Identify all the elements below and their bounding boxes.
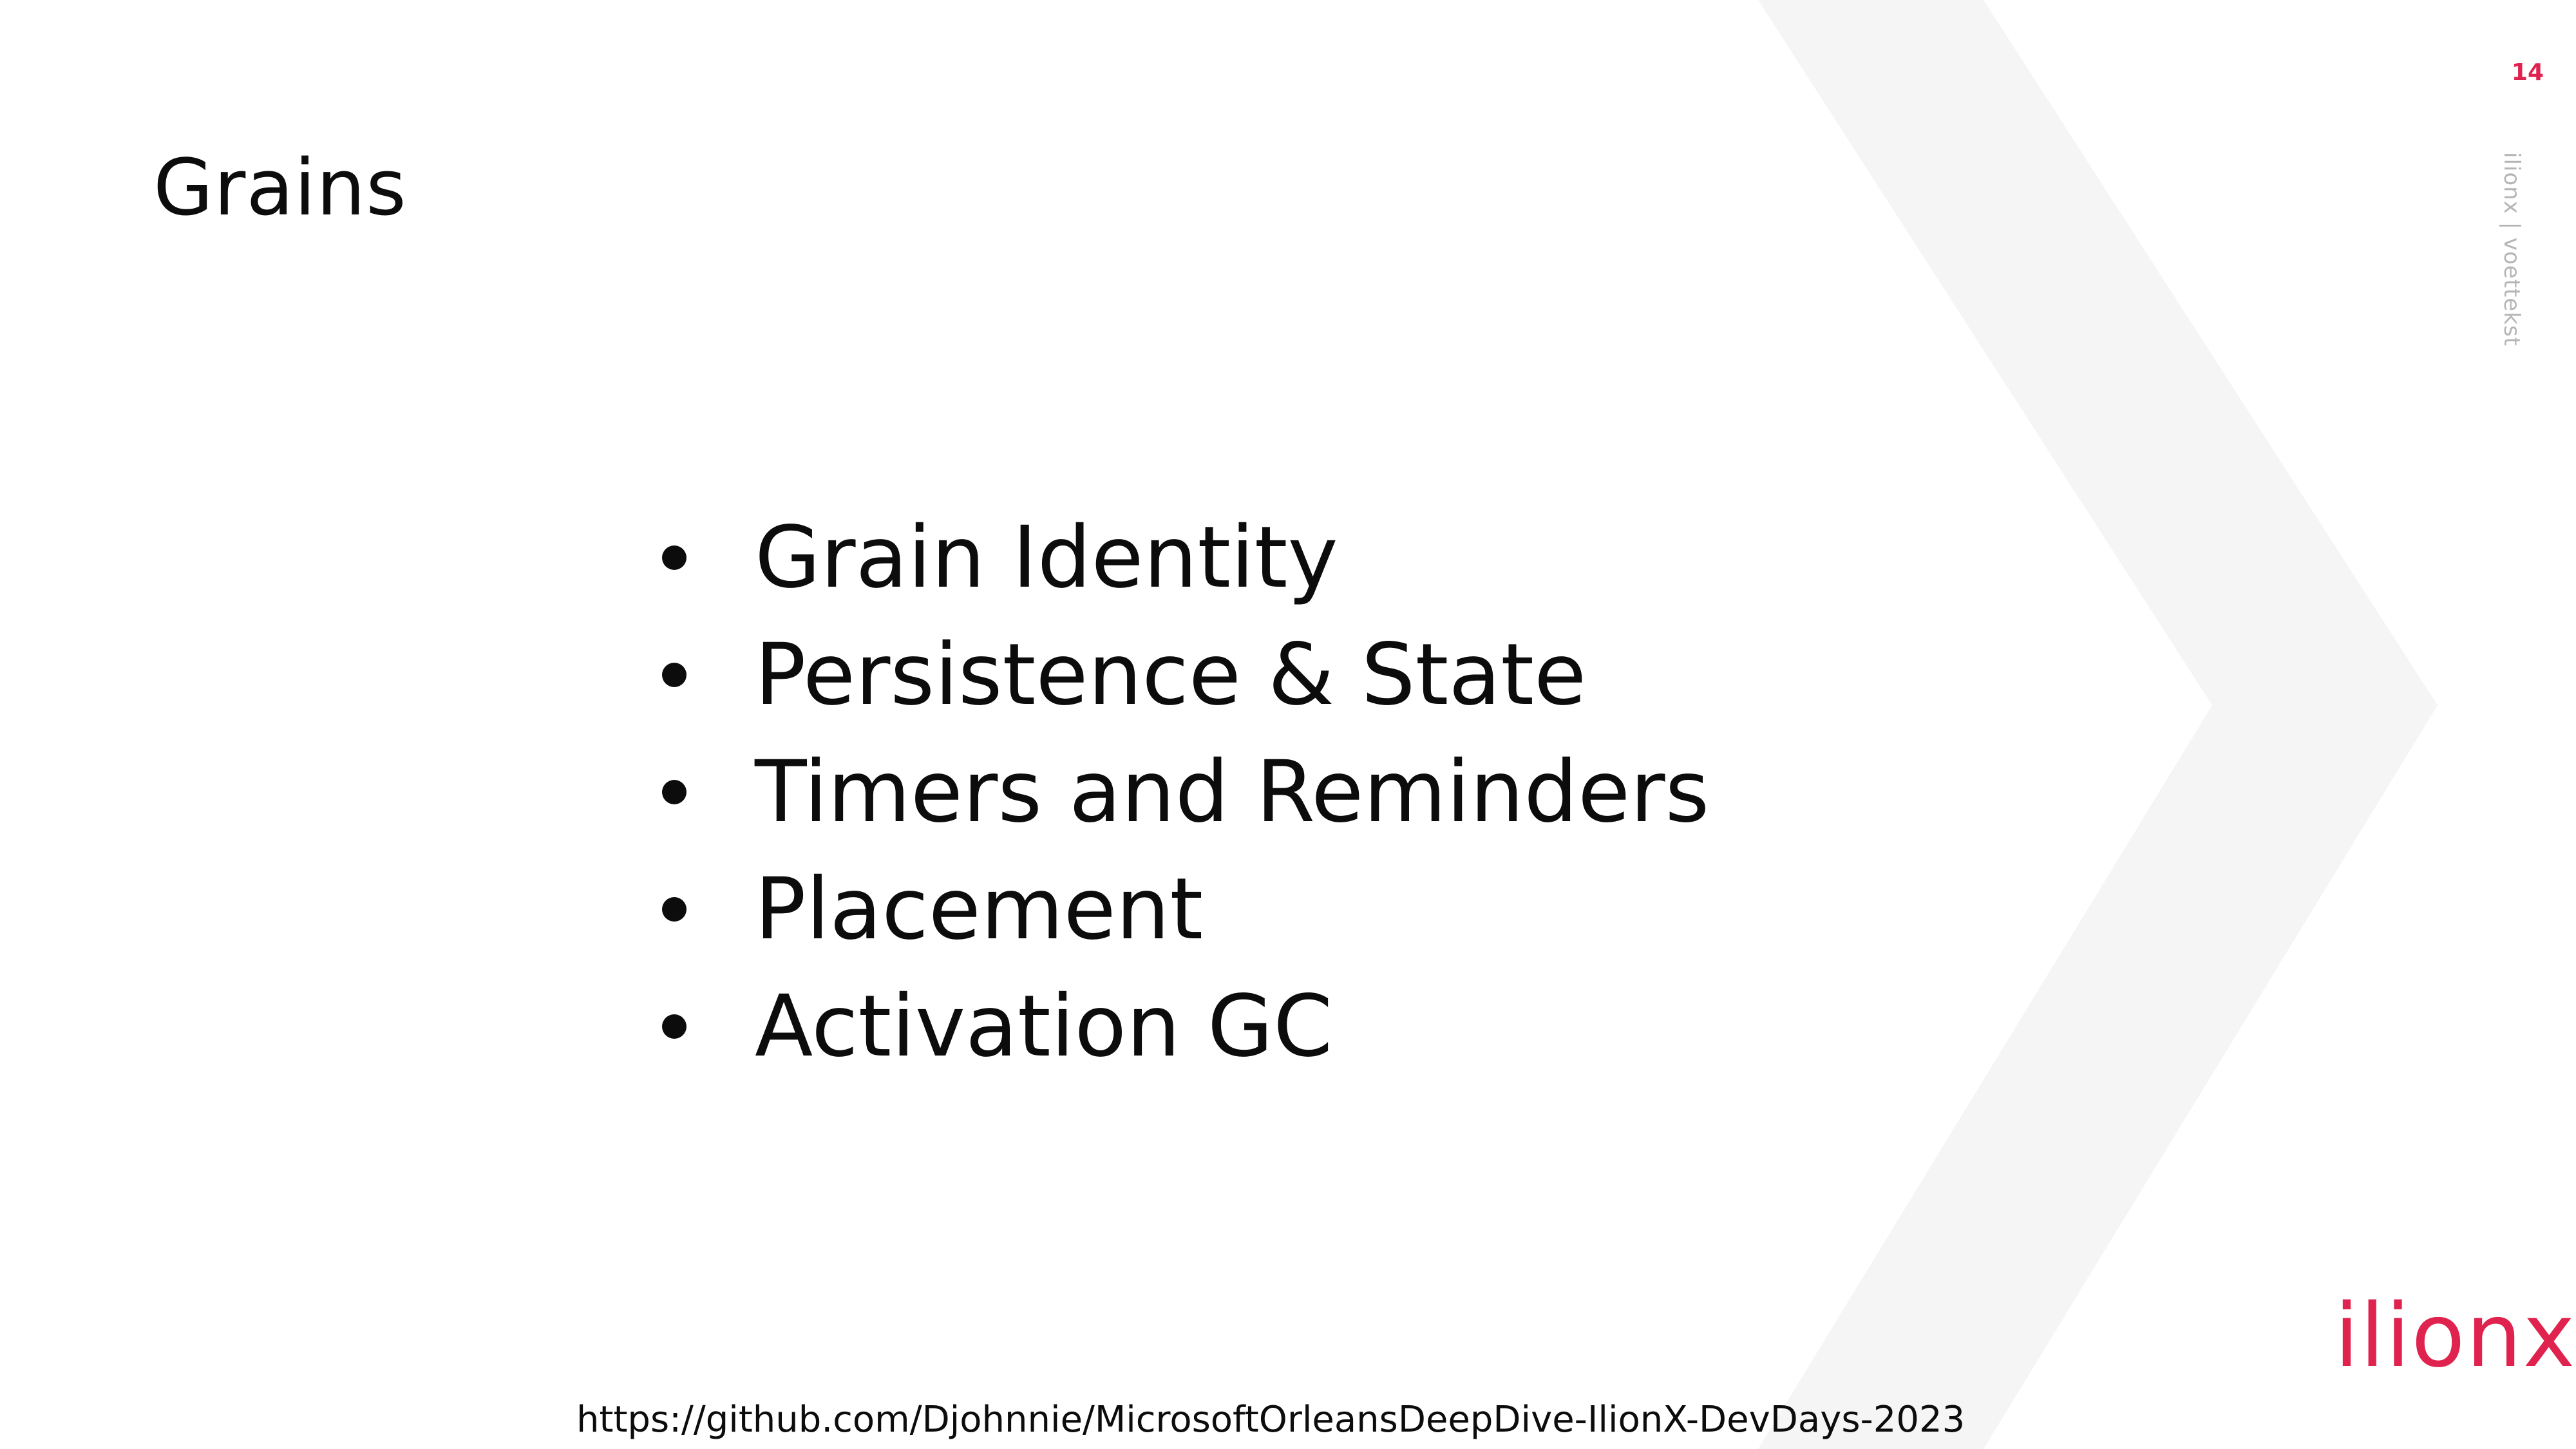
bullet-dot-icon (662, 545, 687, 570)
bullet-item: Persistence & State (650, 616, 1709, 734)
bullet-dot-icon (662, 1014, 687, 1039)
slide-title: Grains (153, 144, 407, 233)
bullet-text: Placement (755, 860, 1204, 959)
bullet-list: Grain Identity Persistence & State Timer… (650, 499, 1709, 1085)
page-number: 14 (2511, 59, 2544, 86)
footer-text-vertical: ilionx | voettekst (2499, 152, 2524, 347)
bullet-text: Persistence & State (755, 625, 1587, 724)
bullet-dot-icon (662, 663, 687, 687)
bullet-text: Grain Identity (755, 508, 1338, 607)
bullet-item: Timers and Reminders (650, 734, 1709, 851)
repository-url-link[interactable]: https://github.com/Djohnnie/MicrosoftOrl… (576, 1399, 1965, 1441)
ilionx-logo: ilionx (2334, 1285, 2576, 1387)
bullet-item: Placement (650, 851, 1709, 968)
bullet-dot-icon (662, 897, 687, 922)
bullet-text: Timers and Reminders (755, 743, 1710, 842)
bullet-item: Grain Identity (650, 499, 1709, 616)
bullet-text: Activation GC (755, 977, 1333, 1076)
bullet-item: Activation GC (650, 968, 1709, 1085)
bullet-dot-icon (662, 780, 687, 804)
